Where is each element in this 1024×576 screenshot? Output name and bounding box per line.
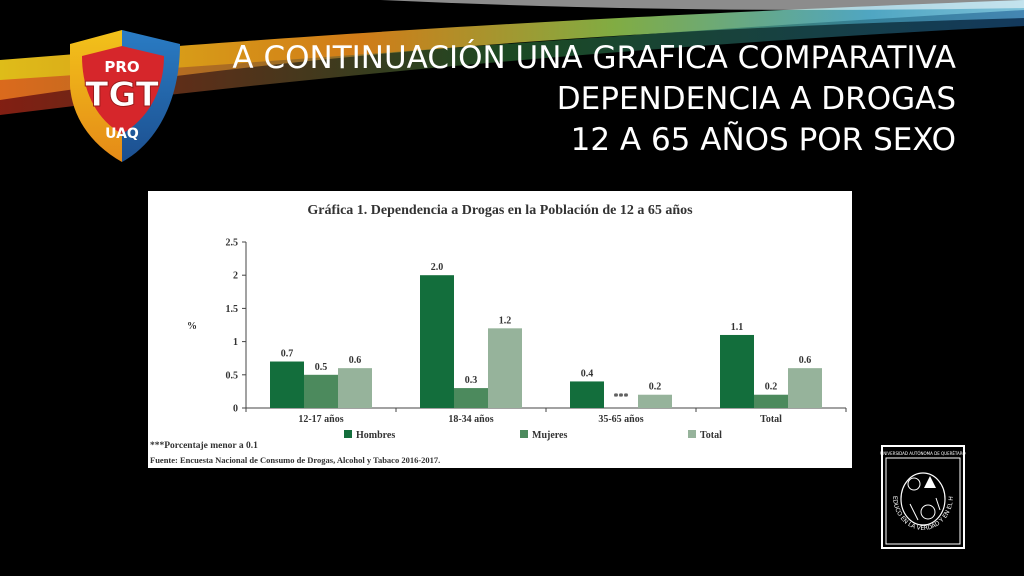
x-tick-label: Total: [760, 414, 782, 425]
data-label: 1.1: [731, 322, 744, 333]
data-label: 0.6: [799, 355, 812, 366]
data-label: 0.2: [765, 382, 778, 393]
y-tick-label: 1: [233, 337, 238, 348]
slide-title: A CONTINUACIÓN UNA GRAFICA COMPARATIVA D…: [196, 38, 956, 161]
protgt-logo: PRO TGT UAQ: [70, 30, 180, 162]
legend-swatch-mujeres: [520, 430, 528, 438]
legend-label-hombres: Hombres: [356, 430, 395, 441]
data-label: 0.4: [581, 368, 594, 379]
y-tick-label: 0.5: [226, 370, 239, 381]
slide-title-line-2: DEPENDENCIA A DROGAS: [556, 81, 956, 117]
chart-title: Gráfica 1. Dependencia a Drogas en la Po…: [307, 203, 693, 218]
bar-mujeres-4: [754, 394, 788, 408]
y-axis-label: %: [187, 321, 197, 332]
bar-chart: Gráfica 1. Dependencia a Drogas en la Po…: [150, 203, 847, 465]
data-label: 2.0: [431, 262, 444, 273]
legend-swatch-hombres: [344, 430, 352, 438]
logo-main-text: TGT: [85, 75, 160, 115]
decorative-streaks: [0, 0, 1024, 115]
bar-total-1: [338, 368, 372, 408]
chart-panel: Gráfica 1. Dependencia a Drogas en la Po…: [148, 191, 852, 468]
bar-total-3: [638, 394, 672, 408]
data-label: 1.2: [499, 315, 512, 326]
chart-source: Fuente: Encuesta Nacional de Consumo de …: [150, 455, 440, 465]
bar-total-4: [788, 368, 822, 408]
uaq-seal: UNIVERSIDAD AUTÓNOMA DE QUERÉTARO EDUCO …: [880, 444, 966, 549]
bar-mujeres-1: [304, 374, 338, 408]
slide-title-line-1: A CONTINUACIÓN UNA GRAFICA COMPARATIVA: [232, 40, 956, 76]
data-label: ***: [614, 392, 629, 403]
data-label: 0.2: [649, 382, 662, 393]
legend-swatch-total: [688, 430, 696, 438]
y-tick-label: 0: [233, 404, 238, 415]
bar-total-2: [488, 328, 522, 408]
legend-label-mujeres: Mujeres: [532, 430, 567, 441]
y-tick-label: 1.5: [226, 304, 239, 315]
bar-hombres-4: [720, 334, 754, 408]
bar-hombres-1: [270, 361, 304, 408]
bar-hombres-3: [570, 381, 604, 408]
x-tick-label: 18-34 años: [448, 414, 493, 425]
y-tick-label: 2.5: [226, 238, 239, 249]
x-tick-label: 12-17 años: [298, 414, 343, 425]
data-label: 0.7: [281, 349, 294, 360]
y-tick-label: 2: [233, 271, 238, 282]
seal-top-text: UNIVERSIDAD AUTÓNOMA DE QUERÉTARO: [880, 451, 965, 456]
logo-bottom-text: UAQ: [105, 126, 139, 142]
legend-label-total: Total: [700, 430, 722, 441]
bar-mujeres-2: [454, 388, 488, 408]
data-label: 0.5: [315, 362, 328, 373]
x-tick-label: 35-65 años: [598, 414, 643, 425]
logo-top-text: PRO: [104, 58, 139, 76]
chart-footnote: ***Porcentaje menor a 0.1: [150, 441, 258, 451]
bar-hombres-2: [420, 275, 454, 408]
data-label: 0.6: [349, 355, 362, 366]
data-label: 0.3: [465, 375, 478, 386]
slide-title-line-3: 12 A 65 AÑOS POR SEXO: [570, 122, 956, 158]
